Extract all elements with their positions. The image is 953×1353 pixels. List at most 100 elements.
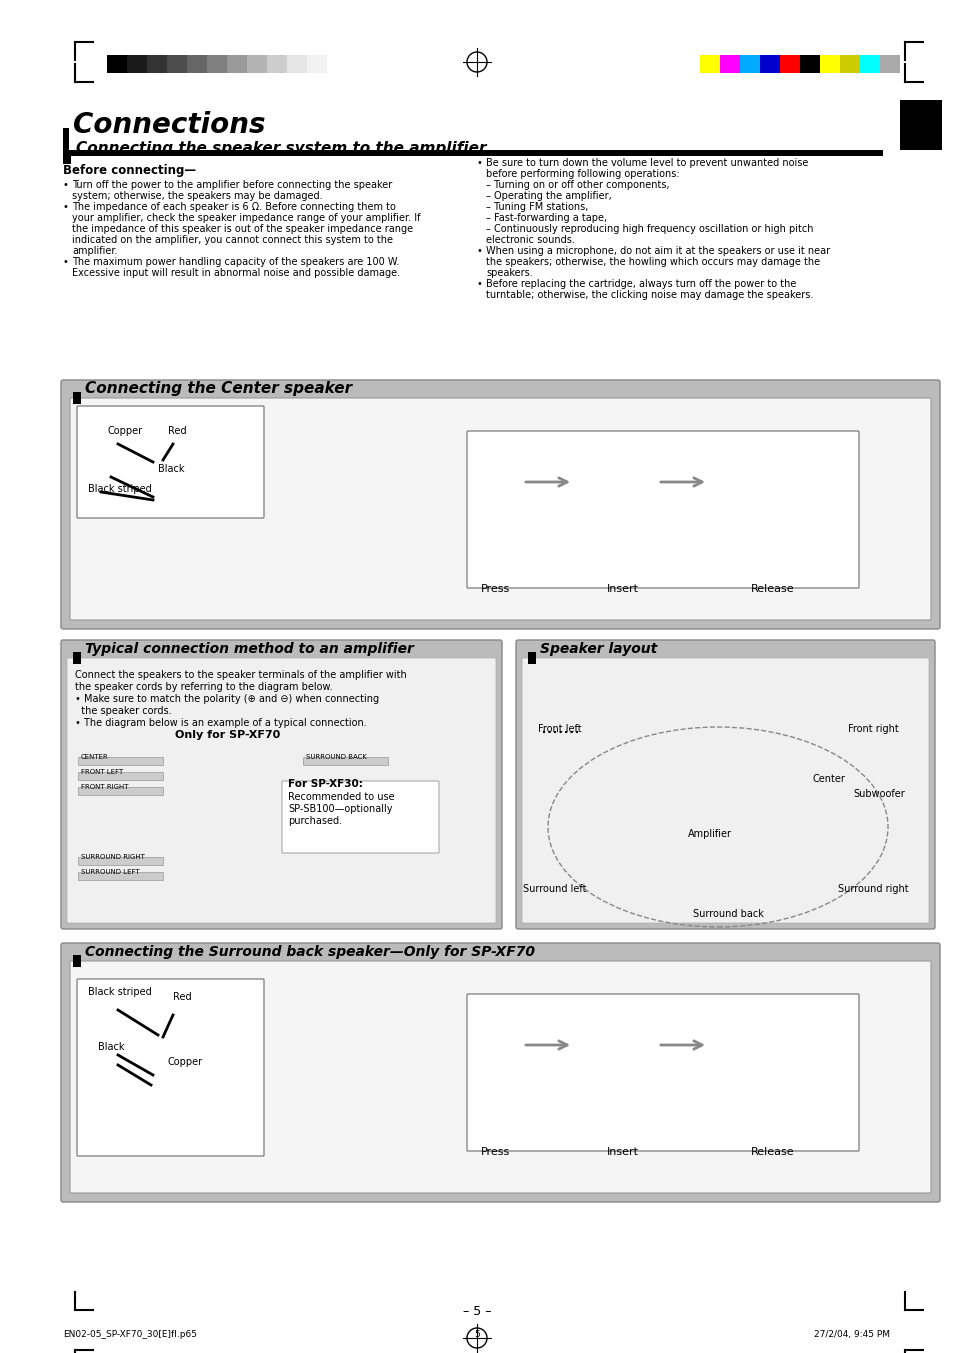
Text: Red: Red	[172, 992, 192, 1003]
Text: FRONT RIGHT: FRONT RIGHT	[81, 783, 129, 790]
Text: purchased.: purchased.	[288, 816, 342, 825]
FancyBboxPatch shape	[77, 980, 264, 1155]
Text: electronic sounds.: electronic sounds.	[485, 235, 575, 245]
Bar	[327, 55, 347, 73]
Bar	[78, 871, 163, 879]
Text: Recommended to use: Recommended to use	[288, 792, 395, 802]
Bar	[780, 55, 800, 73]
Text: Connect the speakers to the speaker terminals of the amplifier with: Connect the speakers to the speaker term…	[75, 670, 406, 681]
Text: amplifier.: amplifier.	[71, 246, 117, 256]
Bar	[899, 100, 941, 150]
Text: 27/2/04, 9:45 PM: 27/2/04, 9:45 PM	[813, 1330, 889, 1339]
Bar	[73, 955, 81, 967]
FancyBboxPatch shape	[61, 943, 939, 1201]
Text: – Turning on or off other components,: – Turning on or off other components,	[485, 180, 669, 189]
Text: FRONT LEFT: FRONT LEFT	[81, 769, 123, 775]
Text: Surround right: Surround right	[837, 884, 907, 894]
Text: Press: Press	[481, 584, 510, 594]
Text: Only for SP-XF70: Only for SP-XF70	[175, 731, 280, 740]
Text: speakers.: speakers.	[485, 268, 532, 277]
Bar	[859, 55, 879, 73]
Bar	[107, 55, 127, 73]
Text: English: English	[927, 185, 937, 221]
Bar	[78, 787, 163, 796]
Text: •: •	[476, 279, 482, 290]
Text: •: •	[476, 246, 482, 256]
Text: EN02-05_SP-XF70_30[E]fl.p65: EN02-05_SP-XF70_30[E]fl.p65	[63, 1330, 196, 1339]
Text: Insert: Insert	[606, 584, 639, 594]
Bar	[227, 55, 247, 73]
FancyBboxPatch shape	[467, 994, 858, 1151]
Text: Connections: Connections	[73, 111, 265, 139]
Text: The impedance of each speaker is 6 Ω. Before connecting them to: The impedance of each speaker is 6 Ω. Be…	[71, 202, 395, 212]
Text: Connecting the Surround back speaker—Only for SP-XF70: Connecting the Surround back speaker—Onl…	[85, 944, 535, 959]
Text: – Continuously reproducing high frequency oscillation or high pitch: – Continuously reproducing high frequenc…	[485, 225, 813, 234]
Bar	[800, 55, 820, 73]
Bar	[73, 392, 81, 405]
Text: Excessive input will result in abnormal noise and possible damage.: Excessive input will result in abnormal …	[71, 268, 399, 277]
Text: SURROUND LEFT: SURROUND LEFT	[81, 869, 139, 875]
Bar	[307, 55, 327, 73]
Bar	[879, 55, 899, 73]
Bar	[187, 55, 207, 73]
Text: Black: Black	[158, 464, 184, 474]
Text: the speakers; otherwise, the howling which occurs may damage the: the speakers; otherwise, the howling whi…	[485, 257, 820, 267]
Text: the speaker cords.: the speaker cords.	[75, 706, 172, 716]
FancyBboxPatch shape	[61, 380, 939, 629]
Text: – 5 –: – 5 –	[462, 1306, 491, 1318]
Text: the impedance of this speaker is out of the speaker impedance range: the impedance of this speaker is out of …	[71, 225, 413, 234]
Text: Speaker layout: Speaker layout	[539, 643, 657, 656]
Bar	[63, 152, 71, 164]
Text: Surround left: Surround left	[522, 884, 586, 894]
FancyBboxPatch shape	[282, 781, 438, 852]
Text: Release: Release	[750, 1147, 794, 1157]
Bar	[247, 55, 267, 73]
Text: Insert: Insert	[606, 1147, 639, 1157]
Text: Connecting the Center speaker: Connecting the Center speaker	[85, 382, 352, 396]
Bar	[73, 652, 81, 664]
FancyBboxPatch shape	[70, 398, 930, 620]
Text: Front right: Front right	[847, 724, 898, 733]
Bar	[287, 55, 307, 73]
Text: SURROUND BACK: SURROUND BACK	[306, 754, 367, 760]
Text: •: •	[476, 158, 482, 168]
Text: system; otherwise, the speakers may be damaged.: system; otherwise, the speakers may be d…	[71, 191, 322, 202]
Text: SURROUND RIGHT: SURROUND RIGHT	[81, 854, 145, 861]
Text: •: •	[63, 180, 69, 189]
FancyBboxPatch shape	[521, 658, 928, 923]
FancyBboxPatch shape	[67, 658, 496, 923]
Text: – Tuning FM stations,: – Tuning FM stations,	[485, 202, 588, 212]
Text: The maximum power handling capacity of the speakers are 100 W.: The maximum power handling capacity of t…	[71, 257, 399, 267]
Text: Red: Red	[168, 426, 187, 436]
Text: •: •	[63, 202, 69, 212]
Bar	[303, 756, 388, 764]
Text: Press: Press	[481, 1147, 510, 1157]
Bar	[78, 773, 163, 779]
Bar	[127, 55, 147, 73]
Text: before performing following operations:: before performing following operations:	[485, 169, 679, 179]
Text: Black: Black	[98, 1042, 125, 1053]
Text: indicated on the amplifier, you cannot connect this system to the: indicated on the amplifier, you cannot c…	[71, 235, 393, 245]
FancyBboxPatch shape	[70, 961, 930, 1193]
Text: – Fast-forwarding a tape,: – Fast-forwarding a tape,	[485, 212, 606, 223]
Text: Release: Release	[750, 584, 794, 594]
Bar	[820, 55, 840, 73]
Text: Before replacing the cartridge, always turn off the power to the: Before replacing the cartridge, always t…	[485, 279, 796, 290]
FancyBboxPatch shape	[516, 640, 934, 930]
Bar	[267, 55, 287, 73]
Text: Surround back: Surround back	[692, 909, 763, 919]
Text: • The diagram below is an example of a typical connection.: • The diagram below is an example of a t…	[75, 718, 366, 728]
Text: the speaker cords by referring to the diagram below.: the speaker cords by referring to the di…	[75, 682, 333, 691]
FancyBboxPatch shape	[61, 640, 501, 930]
Text: Amplifier: Amplifier	[687, 829, 731, 839]
Bar	[740, 55, 760, 73]
Bar	[147, 55, 167, 73]
Bar	[63, 150, 882, 156]
Text: Be sure to turn down the volume level to prevent unwanted noise: Be sure to turn down the volume level to…	[485, 158, 807, 168]
Text: Typical connection method to an amplifier: Typical connection method to an amplifie…	[85, 643, 414, 656]
Text: Black striped: Black striped	[88, 986, 152, 997]
Text: 5: 5	[474, 1330, 479, 1339]
Text: Before connecting—: Before connecting—	[63, 164, 196, 177]
Text: Copper: Copper	[168, 1057, 203, 1068]
Text: Turn off the power to the amplifier before connecting the speaker: Turn off the power to the amplifier befo…	[71, 180, 392, 189]
